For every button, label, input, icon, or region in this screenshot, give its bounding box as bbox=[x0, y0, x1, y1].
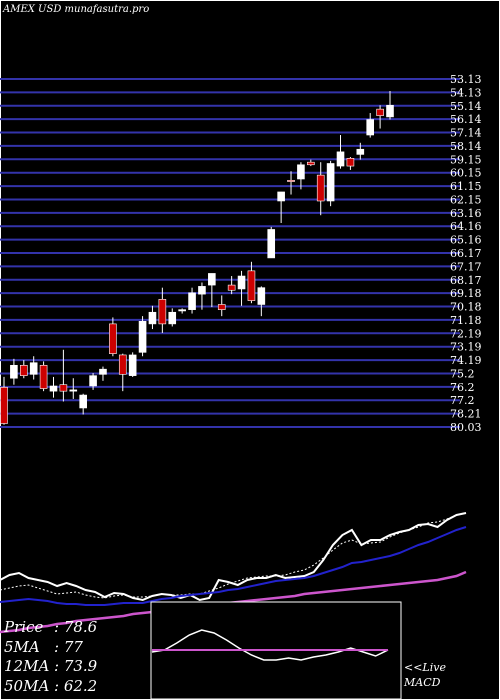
candle-bull bbox=[128, 354, 137, 376]
candle-bull bbox=[168, 311, 177, 325]
candle-bear bbox=[217, 304, 226, 310]
candle-bull bbox=[49, 385, 58, 392]
candle-bull bbox=[69, 389, 78, 392]
stat-5ma-label: 5MA bbox=[4, 637, 40, 656]
candle-bull bbox=[366, 119, 375, 136]
price-level-label: 73.19 bbox=[450, 341, 482, 354]
candle-bull bbox=[99, 368, 107, 375]
candle-bull bbox=[10, 364, 18, 379]
price-level-label: 69.18 bbox=[450, 287, 482, 300]
stat-price-label: Price bbox=[4, 618, 44, 636]
stat-50ma-label: 50MA bbox=[4, 676, 50, 695]
candle-bear bbox=[227, 284, 236, 291]
price-level-label: 74.19 bbox=[450, 354, 482, 367]
price-level-label: 63.16 bbox=[450, 207, 482, 220]
candle-bear bbox=[118, 354, 127, 375]
price-level-label: 62.15 bbox=[450, 193, 482, 206]
price-level-label: 76.2 bbox=[450, 381, 475, 394]
macd-label: MACD bbox=[404, 676, 441, 689]
candle-bull bbox=[198, 286, 206, 295]
candle-bull bbox=[178, 309, 186, 312]
stat-price-value: : 78.6 bbox=[54, 618, 98, 636]
candle-bull bbox=[138, 321, 147, 353]
candle-bear bbox=[158, 299, 167, 325]
price-level-label: 70.18 bbox=[450, 301, 482, 314]
candle-bull bbox=[297, 164, 305, 180]
candle-bear bbox=[0, 386, 8, 424]
stat-50ma-value: : 62.2 bbox=[54, 676, 98, 695]
indicator-line-price bbox=[0, 512, 467, 602]
price-level-label: 53.13 bbox=[450, 73, 482, 86]
stat-12ma: 12MA: 73.9 bbox=[4, 657, 97, 677]
price-level-label: 59.15 bbox=[450, 153, 482, 166]
stat-12ma-value: : 73.9 bbox=[54, 657, 98, 675]
candle-bull bbox=[208, 273, 216, 286]
candle-bear bbox=[376, 108, 384, 116]
price-level-label: 55.14 bbox=[450, 100, 482, 113]
candle-bear bbox=[39, 364, 48, 389]
price-level-label: 75.2 bbox=[450, 367, 475, 380]
price-level-label: 58.14 bbox=[450, 140, 482, 153]
price-level-label: 72.19 bbox=[450, 327, 482, 340]
price-level-label: 54.13 bbox=[450, 86, 482, 99]
price-level-label: 61.15 bbox=[450, 180, 482, 193]
candle-bull bbox=[326, 163, 335, 202]
price-level-label: 78.21 bbox=[450, 408, 482, 421]
stat-50ma: 50MA: 62.2 bbox=[4, 677, 97, 697]
candle-bear bbox=[247, 270, 256, 301]
candle-bear bbox=[316, 174, 325, 202]
candle-bull bbox=[79, 394, 87, 409]
price-level-label: 57.14 bbox=[450, 127, 482, 140]
candle-bear bbox=[287, 179, 295, 182]
price-level-label: 65.16 bbox=[450, 234, 482, 247]
stat-price: Price : 78.6 bbox=[4, 618, 97, 638]
price-level-label: 80.03 bbox=[450, 421, 482, 434]
live-label: <<Live bbox=[404, 661, 446, 674]
macd-legend: <<Live MACD bbox=[404, 660, 446, 690]
stat-5ma: 5MA : 77 bbox=[4, 638, 97, 658]
price-level-label: 56.14 bbox=[450, 113, 482, 126]
price-level-label: 60.15 bbox=[450, 167, 482, 180]
candle-bear bbox=[346, 158, 355, 167]
macd-line-macd bbox=[151, 629, 389, 661]
candle-bull bbox=[277, 191, 285, 202]
candle-bear bbox=[59, 384, 68, 392]
stat-12ma-label: 12MA bbox=[4, 657, 50, 675]
price-level-label: 77.2 bbox=[450, 394, 475, 407]
stat-5ma-value: : 77 bbox=[54, 637, 83, 656]
candle-bull bbox=[188, 292, 196, 310]
price-level-label: 67.17 bbox=[450, 260, 482, 273]
candle-bull bbox=[237, 275, 246, 290]
candle-bear bbox=[19, 364, 28, 376]
chart-title: AMEX USD munafasutra.pro bbox=[3, 4, 150, 15]
candle-bull bbox=[336, 151, 345, 167]
candle-bull bbox=[148, 311, 157, 325]
candle-bear bbox=[307, 161, 315, 166]
price-level-label: 71.18 bbox=[450, 314, 482, 327]
price-level-label: 68.17 bbox=[450, 274, 482, 287]
candle-bull bbox=[257, 287, 266, 305]
candle-bull bbox=[267, 229, 276, 259]
candle-bull bbox=[386, 104, 394, 118]
candle-bull bbox=[89, 375, 97, 387]
candle-bull bbox=[29, 362, 38, 375]
price-level-label: 64.16 bbox=[450, 220, 482, 233]
candle-bear bbox=[109, 323, 117, 354]
candle-bull bbox=[356, 148, 365, 155]
indicator-line-12ma bbox=[0, 526, 467, 606]
price-level-label: 66.17 bbox=[450, 247, 482, 260]
stats-panel: Price : 78.6 5MA : 77 12MA: 73.9 50MA: 62.… bbox=[4, 618, 97, 696]
